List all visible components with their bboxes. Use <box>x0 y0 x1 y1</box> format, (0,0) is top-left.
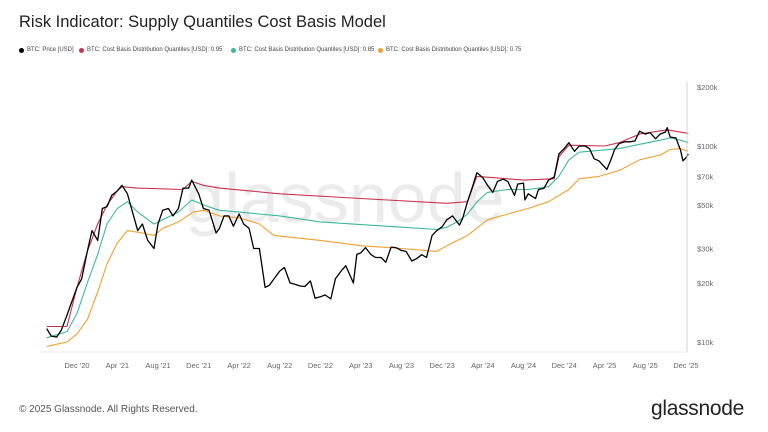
chart-title: Risk Indicator: Supply Quantiles Cost Ba… <box>19 13 386 31</box>
legend-item-q75[interactable]: BTC: Cost Basis Distribution Quantiles [… <box>378 47 521 53</box>
legend-dot <box>19 47 24 53</box>
x-tick-label: Aug '21 <box>145 361 170 370</box>
legend-item-q85[interactable]: BTC: Cost Basis Distribution Quantiles [… <box>231 47 378 53</box>
y-tick-label: $20k <box>697 279 714 288</box>
glassnode-logo: glassnode <box>650 397 744 420</box>
y-tick-label: $30k <box>697 244 714 253</box>
series-line-3 <box>46 148 689 347</box>
series-line-1 <box>46 129 689 328</box>
y-tick-label: $10k <box>697 338 714 347</box>
series-line-2 <box>46 137 689 339</box>
x-tick-label: Apr '22 <box>227 361 251 370</box>
legend-label: BTC: Cost Basis Distribution Quantiles [… <box>239 47 375 53</box>
y-tick-label: $100k <box>697 142 718 151</box>
x-tick-label: Apr '23 <box>349 361 373 370</box>
legend-label: BTC: Price [USD] <box>27 47 74 53</box>
y-tick-label: $200k <box>697 83 718 92</box>
x-tick-label: Aug '24 <box>511 361 536 370</box>
x-tick-label: Dec '24 <box>552 361 577 370</box>
x-tick-label: Dec '20 <box>64 361 89 370</box>
y-tick-label: $70k <box>697 172 714 181</box>
x-tick-label: Dec '21 <box>186 361 211 370</box>
series-line-0 <box>46 127 689 338</box>
x-tick-label: Dec '25 <box>673 361 698 370</box>
x-tick-label: Dec '23 <box>430 361 455 370</box>
legend-item-q95[interactable]: BTC: Cost Basis Distribution Quantiles [… <box>79 47 231 53</box>
legend-dot <box>231 47 236 53</box>
legend-label: BTC: Cost Basis Distribution Quantiles [… <box>386 47 522 53</box>
x-tick-label: Aug '22 <box>267 361 292 370</box>
x-tick-label: Aug '25 <box>633 361 658 370</box>
legend-label: BTC: Cost Basis Distribution Quantiles [… <box>87 47 223 53</box>
legend-item-price[interactable]: BTC: Price [USD] <box>19 47 79 53</box>
copyright: © 2025 Glassnode. All Rights Reserved. <box>19 404 198 415</box>
y-tick-label: $50k <box>697 201 714 210</box>
legend-dot <box>378 47 383 53</box>
x-tick-label: Dec '22 <box>308 361 333 370</box>
x-tick-label: Apr '25 <box>593 361 617 370</box>
x-tick-label: Aug '23 <box>389 361 414 370</box>
x-tick-label: Apr '21 <box>106 361 130 370</box>
legend: BTC: Price [USD] BTC: Cost Basis Distrib… <box>19 47 521 53</box>
legend-dot <box>79 47 84 53</box>
x-tick-label: Apr '24 <box>471 361 495 370</box>
